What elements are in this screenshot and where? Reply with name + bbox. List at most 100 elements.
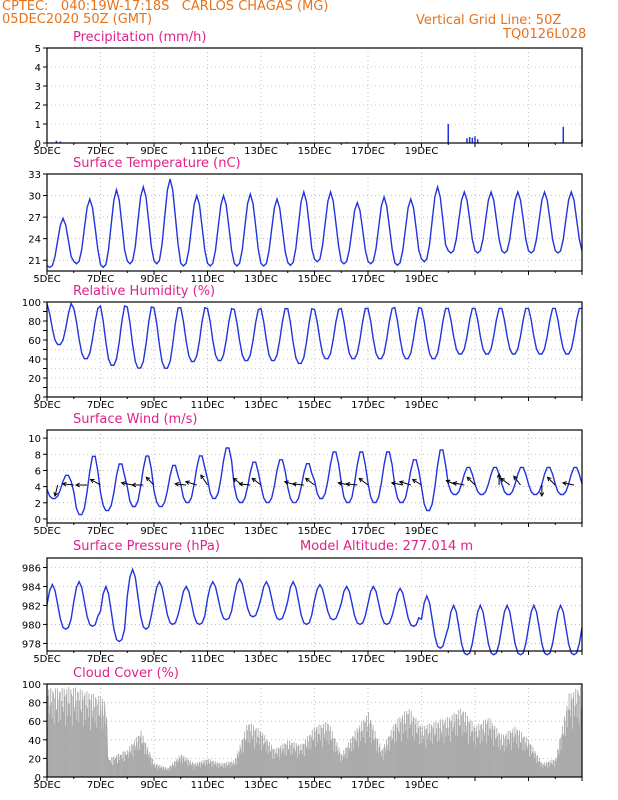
frame-precip xyxy=(46,47,583,144)
cloud-bar xyxy=(480,725,482,777)
title-precip: Precipitation (mm/h) xyxy=(73,30,206,45)
cloud-bar xyxy=(519,742,521,777)
cloud-bar xyxy=(521,738,523,777)
cloud-bar xyxy=(311,729,313,777)
cloud-bar xyxy=(446,728,448,777)
cloud-bar xyxy=(350,743,352,777)
cloud-bar xyxy=(265,742,266,777)
cloud-bar xyxy=(388,736,390,777)
cloud-bar xyxy=(172,764,174,777)
cloud-bar xyxy=(402,733,404,777)
cloud-bar xyxy=(295,752,296,777)
cloud-bar xyxy=(328,744,330,777)
cloud-bar xyxy=(243,738,245,777)
cloud-bar xyxy=(260,733,262,777)
cloud-bar xyxy=(569,716,571,777)
cloud-bar xyxy=(520,742,522,777)
xlabel-cloud: 5DEC xyxy=(33,780,60,791)
cloud-bar xyxy=(548,761,550,777)
cloud-bar xyxy=(169,766,171,777)
cloud-bar xyxy=(438,740,440,777)
cloud-bar xyxy=(61,687,63,777)
cloud-bar xyxy=(273,749,275,777)
cloud-bar xyxy=(376,751,377,777)
cloud-bar xyxy=(444,719,446,777)
cloud-bar xyxy=(118,759,120,777)
cloud-bar xyxy=(538,761,540,777)
series-line-rh xyxy=(46,301,582,369)
cloud-bar xyxy=(547,767,549,777)
cloud-bar xyxy=(380,755,382,777)
cloud-bar xyxy=(343,753,345,777)
cloud-bar xyxy=(61,700,62,777)
title-wind: Surface Wind (m/s) xyxy=(73,412,197,427)
cloud-bar xyxy=(96,727,98,777)
xlabel-cloud: 19DEC xyxy=(405,780,439,791)
cloud-bar xyxy=(55,688,56,777)
cloud-bar xyxy=(549,763,551,777)
cloud-bar xyxy=(251,735,253,777)
cloud-bar xyxy=(166,770,168,777)
cloud-bar xyxy=(395,723,397,777)
cloud-bar xyxy=(197,764,199,777)
cloud-bar xyxy=(258,744,260,777)
cloud-bar xyxy=(431,725,433,777)
cloud-bar xyxy=(66,689,68,777)
cloud-bar xyxy=(290,754,292,777)
cloud-bar xyxy=(414,739,416,777)
cloud-bar xyxy=(324,733,326,777)
cloud-bar xyxy=(415,717,417,777)
cloud-bar xyxy=(495,739,496,777)
cloud-bar xyxy=(188,759,189,777)
cloud-bar xyxy=(377,739,379,777)
cloud-bar xyxy=(456,736,458,777)
cloud-bar xyxy=(116,755,118,777)
title-rh: Relative Humidity (%) xyxy=(73,284,215,299)
xlabel-temp: 15DEC xyxy=(298,274,332,285)
cloud-bar xyxy=(200,767,202,777)
cloud-bar xyxy=(228,763,230,777)
cloud-bar xyxy=(178,760,179,777)
cloud-bar xyxy=(120,754,122,777)
cloud-bar xyxy=(419,726,421,777)
cloud-bar xyxy=(406,714,408,777)
xlabel-temp: 9DEC xyxy=(140,274,167,285)
cloud-bar xyxy=(370,722,372,777)
ylabel-cloud: 0 xyxy=(35,773,41,784)
cloud-bar xyxy=(539,762,541,777)
ylabel-rh: 40 xyxy=(28,355,41,366)
cloud-bar xyxy=(505,733,507,777)
cloud-bar xyxy=(131,745,133,777)
cloud-bar xyxy=(406,711,407,777)
cloud-bar xyxy=(317,742,319,777)
cloud-bar xyxy=(450,741,452,777)
cloud-bar xyxy=(473,725,475,777)
wind-arrow xyxy=(466,476,476,486)
wind-arrow xyxy=(62,483,74,486)
wind-arrow-head xyxy=(200,474,205,480)
cloud-bar xyxy=(533,753,535,777)
cloud-bar xyxy=(214,760,216,777)
cloud-bar xyxy=(69,703,70,777)
cloud-bar xyxy=(507,730,509,777)
cloud-bar xyxy=(230,761,232,777)
cloud-bar xyxy=(187,759,189,777)
wind-arrow xyxy=(185,481,197,486)
cloud-bar xyxy=(267,740,268,777)
cloud-bar xyxy=(339,762,341,777)
cloud-bar xyxy=(177,762,179,777)
cloud-bar xyxy=(340,754,342,777)
cloud-bar xyxy=(420,725,422,777)
cloud-bar xyxy=(51,702,52,777)
cloud-bar xyxy=(313,727,315,777)
cloud-bar xyxy=(344,757,346,777)
cloud-bar xyxy=(232,763,234,777)
cloud-bar xyxy=(188,765,190,777)
wind-arrow-head xyxy=(184,480,190,485)
wind-arrow xyxy=(121,482,133,486)
cloud-bar xyxy=(491,738,492,777)
cloud-bar xyxy=(160,767,161,777)
cloud-bar xyxy=(171,765,173,777)
cloud-bar xyxy=(347,742,349,777)
cloud-bar xyxy=(133,740,135,777)
